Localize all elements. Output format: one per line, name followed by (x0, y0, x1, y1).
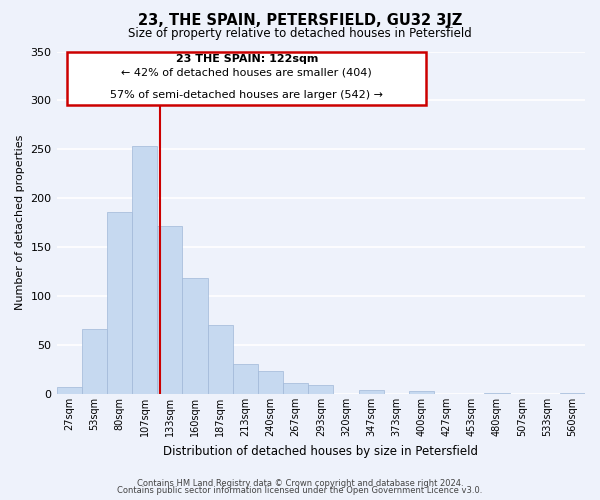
FancyBboxPatch shape (67, 52, 427, 104)
Text: Contains HM Land Registry data © Crown copyright and database right 2024.: Contains HM Land Registry data © Crown c… (137, 478, 463, 488)
Bar (283, 383, 308, 394)
Bar (82, 330, 107, 394)
Bar (409, 391, 434, 394)
Bar (308, 385, 334, 394)
Text: ← 42% of detached houses are smaller (404): ← 42% of detached houses are smaller (40… (121, 68, 372, 78)
X-axis label: Distribution of detached houses by size in Petersfield: Distribution of detached houses by size … (163, 444, 478, 458)
Bar (182, 278, 208, 394)
Text: 23 THE SPAIN: 122sqm: 23 THE SPAIN: 122sqm (176, 54, 318, 64)
Bar (484, 393, 509, 394)
Y-axis label: Number of detached properties: Number of detached properties (15, 135, 25, 310)
Bar (157, 226, 182, 394)
Bar (208, 324, 233, 394)
Bar (132, 146, 157, 394)
Text: Size of property relative to detached houses in Petersfield: Size of property relative to detached ho… (128, 28, 472, 40)
Bar (258, 370, 283, 394)
Text: 57% of semi-detached houses are larger (542) →: 57% of semi-detached houses are larger (… (110, 90, 383, 100)
Text: 23, THE SPAIN, PETERSFIELD, GU32 3JZ: 23, THE SPAIN, PETERSFIELD, GU32 3JZ (138, 12, 462, 28)
Bar (560, 393, 585, 394)
Bar (233, 364, 258, 394)
Bar (56, 387, 82, 394)
Text: Contains public sector information licensed under the Open Government Licence v3: Contains public sector information licen… (118, 486, 482, 495)
Bar (359, 390, 383, 394)
Bar (107, 212, 132, 394)
